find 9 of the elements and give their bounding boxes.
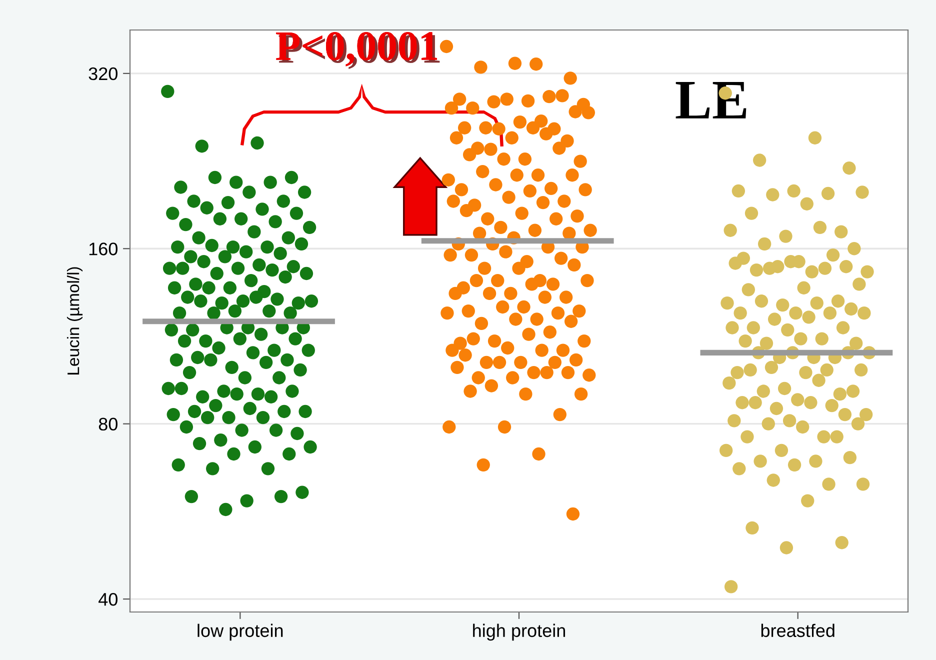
y-tick-label: 80 xyxy=(98,418,118,431)
y-tick-label: 160 xyxy=(89,242,118,256)
x-tick-label: low protein xyxy=(198,624,283,641)
y-tick-label: 40 xyxy=(98,592,118,606)
annotation: P<0,0001 xyxy=(276,32,440,70)
x-tick-label: breastfed xyxy=(761,624,834,638)
y-tick-label: 320 xyxy=(88,67,118,80)
x-tick-label: high protein xyxy=(473,624,566,641)
y-axis-title: Leucin (µmol/l) xyxy=(66,267,83,374)
